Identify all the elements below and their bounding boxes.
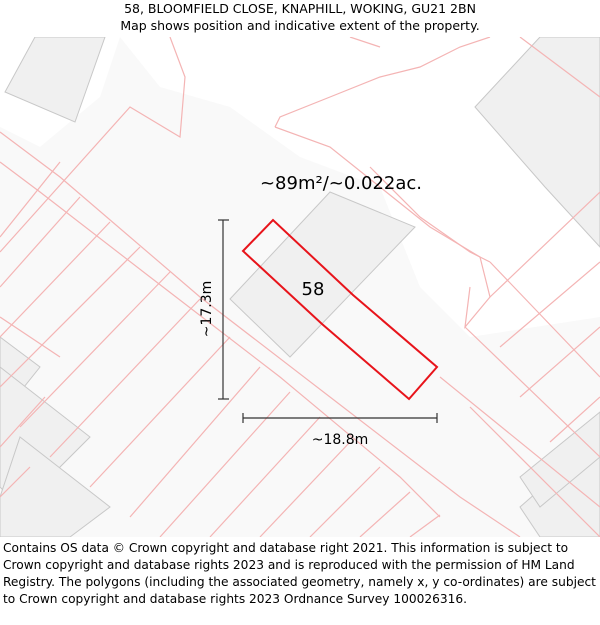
height-measure-label: ~17.3m — [199, 281, 215, 338]
width-measure-label: ~18.8m — [312, 432, 369, 448]
attribution-text: Contains OS data © Crown copyright and d… — [3, 541, 596, 606]
area-label: ~89m²/~0.022ac. — [260, 173, 422, 194]
map-svg: ~89m²/~0.022ac. 58 ~17.3m ~18.8m — [0, 37, 600, 537]
property-address: 58, BLOOMFIELD CLOSE, KNAPHILL, WOKING, … — [124, 1, 476, 16]
width-dimension — [242, 413, 438, 423]
parcel-lines — [0, 37, 600, 537]
height-dimension — [218, 219, 229, 400]
map-subtitle: Map shows position and indicative extent… — [120, 18, 480, 33]
map-header: 58, BLOOMFIELD CLOSE, KNAPHILL, WOKING, … — [0, 0, 600, 37]
property-outline[interactable] — [241, 218, 439, 401]
map-canvas[interactable]: ~89m²/~0.022ac. 58 ~17.3m ~18.8m — [0, 37, 600, 537]
plot-number-label: 58 — [302, 279, 325, 300]
attribution-footer: Contains OS data © Crown copyright and d… — [0, 540, 600, 608]
buildings — [0, 37, 600, 537]
